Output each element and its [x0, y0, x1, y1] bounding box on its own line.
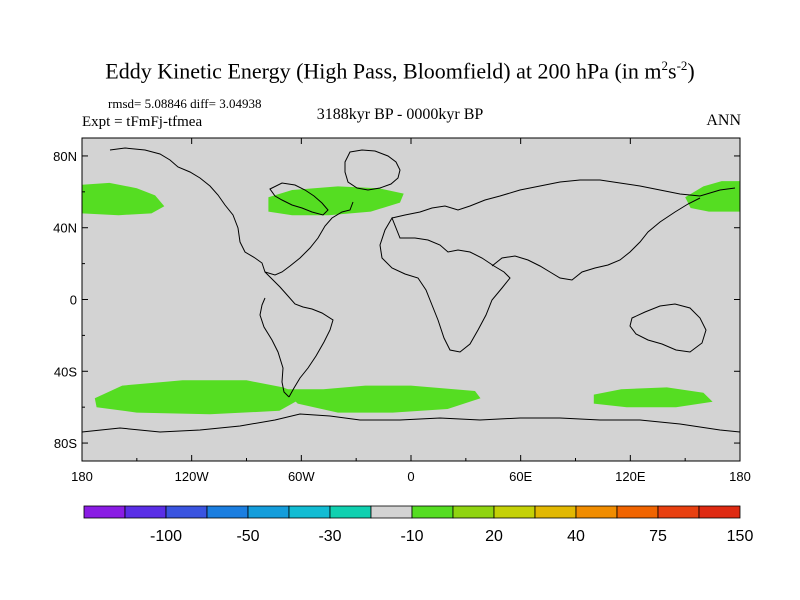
colorbar-label: 75 — [649, 528, 667, 545]
south-america-west-coast — [259, 297, 290, 398]
anomaly-region-southern-ocean-1 — [94, 380, 305, 415]
lat-tick-label: 80N — [53, 149, 77, 164]
greenland — [344, 149, 401, 191]
colorbar-labels: -100 -50 -30 -10 20 40 75 150 — [150, 528, 753, 545]
title-unit-s: s — [668, 58, 677, 84]
antarctica — [81, 413, 741, 433]
title-main: Eddy Kinetic Energy (High Pass, Bloomfie… — [105, 58, 662, 84]
lon-tick-label: 120E — [615, 469, 646, 484]
australia — [629, 303, 707, 353]
coastlines — [81, 147, 741, 433]
experiment-label: Expt = tFmFj-tfmea — [82, 114, 203, 130]
colorbar-label: 150 — [727, 528, 754, 545]
lon-tick-label: 0 — [407, 469, 414, 484]
hudson-bay — [269, 182, 329, 216]
colorbar-swatch — [329, 505, 372, 519]
colorbar-swatch — [206, 505, 249, 519]
anomaly-region-southern-ocean-3 — [593, 387, 713, 408]
south-america-coast — [264, 271, 334, 398]
lat-tick-label: 0 — [70, 293, 77, 308]
colorbar-swatch — [411, 505, 454, 519]
colorbar-swatch — [534, 505, 577, 519]
colorbar-swatch — [452, 505, 495, 519]
title-close: ) — [687, 58, 695, 84]
title-unit-sup1: 2 — [661, 58, 669, 73]
anomaly-region-southern-ocean-2 — [283, 385, 481, 413]
colorbar-swatch — [493, 505, 536, 519]
colorbar-swatch — [370, 505, 413, 519]
colorbar-swatch — [83, 505, 126, 519]
colorbar-swatch — [575, 505, 618, 519]
longitude-ticks: 180 120W 60W 0 60E 120E 180 — [71, 138, 751, 484]
map-title: Eddy Kinetic Energy (High Pass, Bloomfie… — [0, 58, 800, 84]
africa — [379, 216, 511, 353]
colorbar-swatch — [616, 505, 659, 519]
colorbar-label: 20 — [485, 528, 503, 545]
anomaly-region-north-pacific-west — [82, 182, 165, 216]
colorbar-swatch — [288, 505, 331, 519]
lon-tick-label: 120W — [175, 469, 210, 484]
colorbar-swatch — [165, 505, 208, 519]
colorbar — [83, 505, 741, 519]
lon-tick-label: 60W — [288, 469, 315, 484]
lon-tick-label: 180 — [71, 469, 93, 484]
eurasia-north-coast — [391, 179, 736, 219]
colorbar-label: 40 — [567, 528, 585, 545]
colorbar-label: -50 — [236, 528, 259, 545]
lat-tick-label: 40S — [54, 364, 77, 379]
colorbar-label: -100 — [150, 528, 182, 545]
latitude-ticks: 80N 40N 0 40S 80S — [53, 149, 740, 451]
colorbar-swatch — [124, 505, 167, 519]
lat-tick-label: 80S — [54, 436, 77, 451]
stats-text: rmsd= 5.08846 diff= 3.04938 — [108, 96, 262, 111]
colorbar-swatch — [698, 505, 741, 519]
period-label: 3188kyr BP - 0000kyr BP — [316, 106, 484, 123]
colorbar-swatch — [657, 505, 700, 519]
colorbar-label: -10 — [400, 528, 423, 545]
asia-south-coast — [491, 197, 701, 281]
north-america-west-coast — [109, 147, 354, 276]
season-label: ANN — [706, 112, 741, 129]
title-unit-sup2: -2 — [676, 58, 688, 73]
lat-tick-label: 40N — [53, 221, 77, 236]
lon-tick-label: 60E — [509, 469, 532, 484]
lon-tick-label: 180 — [729, 469, 751, 484]
colorbar-swatch — [247, 505, 290, 519]
colorbar-label: -30 — [318, 528, 341, 545]
